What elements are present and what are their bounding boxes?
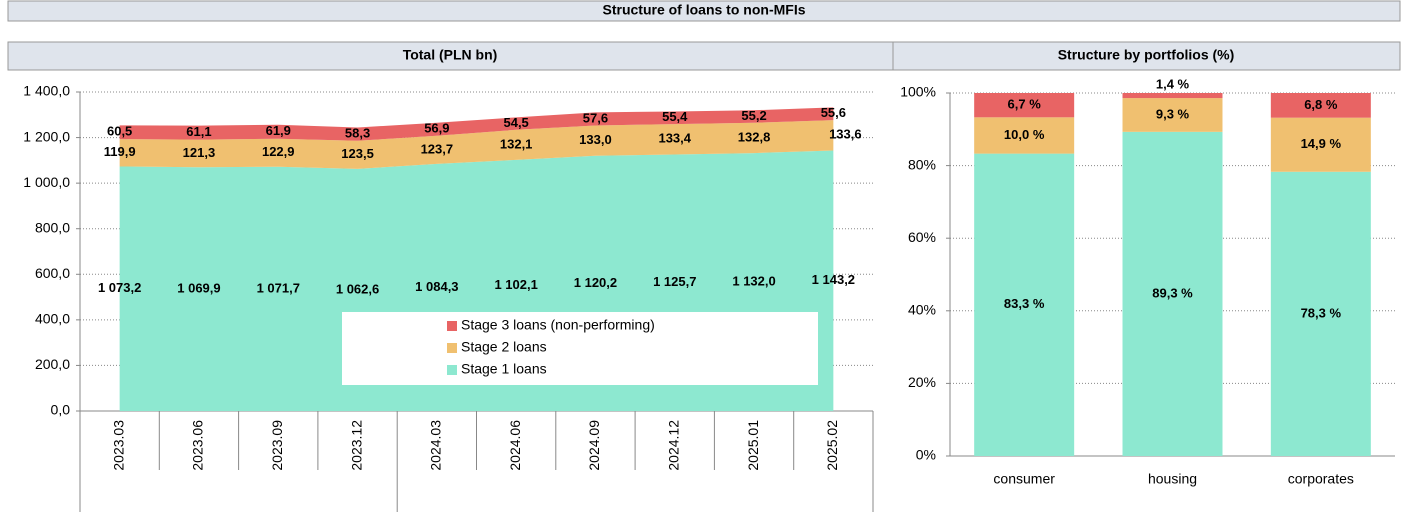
chart-title: Total (PLN bn) [403, 47, 498, 63]
header-band [7, 0, 1401, 22]
data-label: 54,5 [503, 115, 528, 130]
x-tick-label: 2023.12 [348, 420, 364, 471]
data-label: 1 102,1 [494, 277, 537, 292]
data-label: 1 143,2 [812, 272, 855, 287]
data-label: 132,1 [500, 136, 533, 151]
y-tick-label: 600,0 [35, 265, 70, 281]
bar-segment [1270, 93, 1371, 118]
y-tick-label: 100% [900, 84, 936, 100]
bar-segment [1270, 171, 1371, 456]
data-label: 133,4 [658, 131, 691, 146]
bar-segment [1122, 98, 1223, 132]
data-label: 1 071,7 [257, 280, 300, 295]
data-label: 1 120,2 [574, 275, 617, 290]
x-tick-label: 2025.01 [745, 420, 761, 471]
y-tick-label: 80% [908, 156, 936, 172]
data-label: 55,2 [741, 108, 766, 123]
bar-segment [1122, 93, 1223, 99]
x-tick-label: 2024.12 [665, 420, 681, 471]
data-label: 60,5 [107, 124, 132, 139]
data-label: 133,0 [579, 132, 612, 147]
data-label: 89,3 % [1152, 285, 1193, 300]
x-tick-label: 2024.03 [428, 420, 444, 471]
bar-segment [1270, 117, 1371, 172]
data-label: 61,9 [266, 123, 291, 138]
data-label: 121,3 [183, 145, 216, 160]
header-band [7, 41, 894, 71]
data-label: 133,6 [829, 127, 862, 142]
page-title: Structure of loans to non-MFIs [603, 2, 806, 18]
y-tick-label: 200,0 [35, 356, 70, 372]
data-label: 1,4 % [1156, 76, 1190, 91]
legend-swatch [447, 321, 457, 331]
bar-segment [1122, 131, 1223, 456]
x-tick-label: 2025.02 [824, 420, 840, 471]
legend-label: Stage 2 loans [461, 339, 547, 355]
bar-segment [974, 93, 1075, 118]
data-label: 122,9 [262, 144, 295, 159]
data-label: 9,3 % [1156, 106, 1190, 121]
data-label: 1 062,6 [336, 281, 379, 296]
data-label: 57,6 [583, 110, 608, 125]
y-tick-label: 60% [908, 229, 936, 245]
y-tick-label: 1 400,0 [23, 83, 70, 99]
data-label: 119,9 [104, 144, 136, 159]
data-label: 1 132,0 [732, 273, 775, 288]
area [119, 107, 834, 141]
x-tick-label: consumer [993, 471, 1055, 487]
data-label: 132,8 [738, 129, 771, 144]
bar-segment [974, 153, 1075, 456]
legend-box [342, 312, 818, 385]
y-tick-label: 800,0 [35, 219, 70, 235]
legend-label: Stage 1 loans [461, 361, 547, 377]
data-label: 6,7 % [1008, 97, 1042, 112]
x-tick-label: 2023.03 [110, 420, 126, 471]
legend-swatch [447, 365, 457, 375]
area [119, 120, 834, 169]
data-label: 55,6 [821, 105, 846, 120]
data-label: 55,4 [662, 109, 688, 124]
header-band [892, 41, 1401, 71]
x-tick-label: corporates [1288, 471, 1354, 487]
data-label: 1 084,3 [415, 279, 458, 294]
y-tick-label: 0,0 [51, 402, 71, 418]
data-label: 1 125,7 [653, 274, 696, 289]
data-label: 83,3 % [1004, 296, 1045, 311]
x-tick-label: housing [1148, 471, 1197, 487]
data-label: 1 069,9 [177, 281, 220, 296]
data-label: 14,9 % [1301, 136, 1342, 151]
y-tick-label: 0% [916, 447, 936, 463]
bar-segment [974, 117, 1075, 154]
data-label: 56,9 [424, 121, 449, 136]
legend-swatch [447, 343, 457, 353]
y-tick-label: 1 000,0 [23, 174, 70, 190]
legend-label: Stage 3 loans (non-performing) [461, 317, 655, 333]
data-label: 123,5 [341, 146, 374, 161]
x-tick-label: 2023.06 [190, 420, 206, 471]
data-label: 6,8 % [1304, 97, 1338, 112]
data-label: 123,7 [421, 141, 454, 156]
data-label: 10,0 % [1004, 127, 1045, 142]
data-label: 61,1 [186, 124, 211, 139]
y-tick-label: 20% [908, 374, 936, 390]
x-tick-label: 2024.09 [586, 420, 602, 471]
y-tick-label: 1 200,0 [23, 128, 70, 144]
data-label: 58,3 [345, 126, 370, 141]
y-tick-label: 400,0 [35, 311, 70, 327]
data-label: 78,3 % [1301, 305, 1342, 320]
chart-title: Structure by portfolios (%) [1058, 47, 1235, 63]
x-tick-label: 2024.06 [507, 420, 523, 471]
data-label: 1 073,2 [98, 280, 141, 295]
y-tick-label: 40% [908, 302, 936, 318]
x-tick-label: 2023.09 [269, 420, 285, 471]
